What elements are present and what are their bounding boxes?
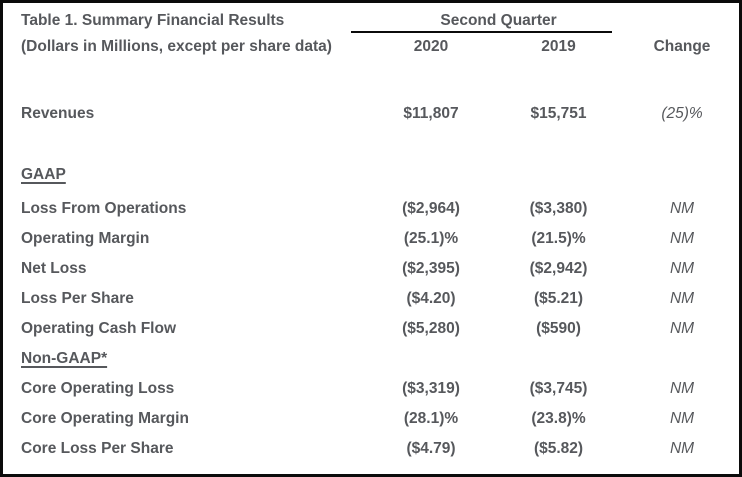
- change-value: NM: [669, 260, 695, 277]
- value-2020: ($4.20): [406, 290, 456, 307]
- section-header-gaap: GAAP: [21, 160, 739, 190]
- value-2020: ($5,280): [402, 320, 460, 337]
- value-2020: (25.1)%: [403, 230, 459, 247]
- section-label: Non-GAAP*: [21, 350, 108, 367]
- change-value: NM: [669, 290, 695, 307]
- table-row-revenues: Revenues $11,807 $15,751 (25)%: [21, 99, 739, 129]
- value-2019: ($5.82): [533, 440, 584, 457]
- table-row-core-loss-per-share: Core Loss Per Share ($4.79) ($5.82) NM: [21, 434, 739, 464]
- value-2019: (21.5)%: [531, 230, 586, 247]
- value-2019: (23.8)%: [531, 410, 586, 427]
- value-2019: $15,751: [530, 105, 587, 122]
- row-label: Operating Cash Flow: [21, 320, 177, 337]
- table-row-loss-from-operations: Loss From Operations ($2,964) ($3,380) N…: [21, 194, 739, 224]
- table-row-core-operating-loss: Core Operating Loss ($3,319) ($3,745) NM: [21, 374, 739, 404]
- column-header-2019: 2019: [541, 38, 576, 55]
- value-2019: ($5.21): [533, 290, 584, 307]
- value-2019: ($3,745): [529, 380, 588, 397]
- row-label: Core Operating Margin: [21, 410, 189, 427]
- row-label: Net Loss: [21, 260, 87, 277]
- table-subtitle: (Dollars in Millions, except per share d…: [21, 38, 332, 55]
- change-value: (25)%: [661, 105, 703, 122]
- column-header-change: Change: [653, 38, 711, 55]
- row-label: Loss From Operations: [21, 200, 187, 217]
- change-value: NM: [669, 380, 695, 397]
- column-header-2020: 2020: [413, 38, 449, 55]
- row-label: Core Operating Loss: [21, 380, 175, 397]
- section-label: GAAP: [21, 166, 66, 183]
- table-row-core-operating-margin: Core Operating Margin (28.1)% (23.8)% NM: [21, 404, 739, 434]
- column-group-header: Second Quarter: [440, 11, 557, 29]
- change-value: NM: [669, 320, 695, 337]
- value-2020: ($3,319): [402, 380, 460, 397]
- table-row-net-loss: Net Loss ($2,395) ($2,942) NM: [21, 254, 739, 284]
- table-title: Table 1. Summary Financial Results: [21, 11, 285, 29]
- value-2019: ($3,380): [529, 200, 588, 217]
- section-header-non-gaap: Non-GAAP*: [21, 344, 739, 374]
- value-2020: (28.1)%: [403, 410, 459, 427]
- table-header-row-2: (Dollars in Millions, except per share d…: [21, 33, 739, 61]
- value-2019: ($590): [536, 320, 581, 337]
- value-2020: ($2,964): [402, 200, 460, 217]
- row-label: Operating Margin: [21, 230, 150, 247]
- change-value: NM: [669, 230, 695, 247]
- table-row-operating-cash-flow: Operating Cash Flow ($5,280) ($590) NM: [21, 314, 739, 344]
- change-value: NM: [669, 200, 695, 217]
- table-header-row-1: Table 1. Summary Financial Results Secon…: [21, 8, 739, 33]
- row-label: Revenues: [21, 105, 95, 122]
- value-2020: $11,807: [403, 105, 459, 122]
- change-value: NM: [669, 440, 695, 457]
- value-2020: ($2,395): [402, 260, 460, 277]
- change-value: NM: [669, 410, 695, 427]
- table-row-loss-per-share: Loss Per Share ($4.20) ($5.21) NM: [21, 284, 739, 314]
- row-label: Loss Per Share: [21, 290, 134, 307]
- value-2020: ($4.79): [406, 440, 456, 457]
- column-group-underline: [351, 31, 612, 33]
- row-label: Core Loss Per Share: [21, 440, 174, 457]
- value-2019: ($2,942): [529, 260, 588, 277]
- table-row-operating-margin: Operating Margin (25.1)% (21.5)% NM: [21, 224, 739, 254]
